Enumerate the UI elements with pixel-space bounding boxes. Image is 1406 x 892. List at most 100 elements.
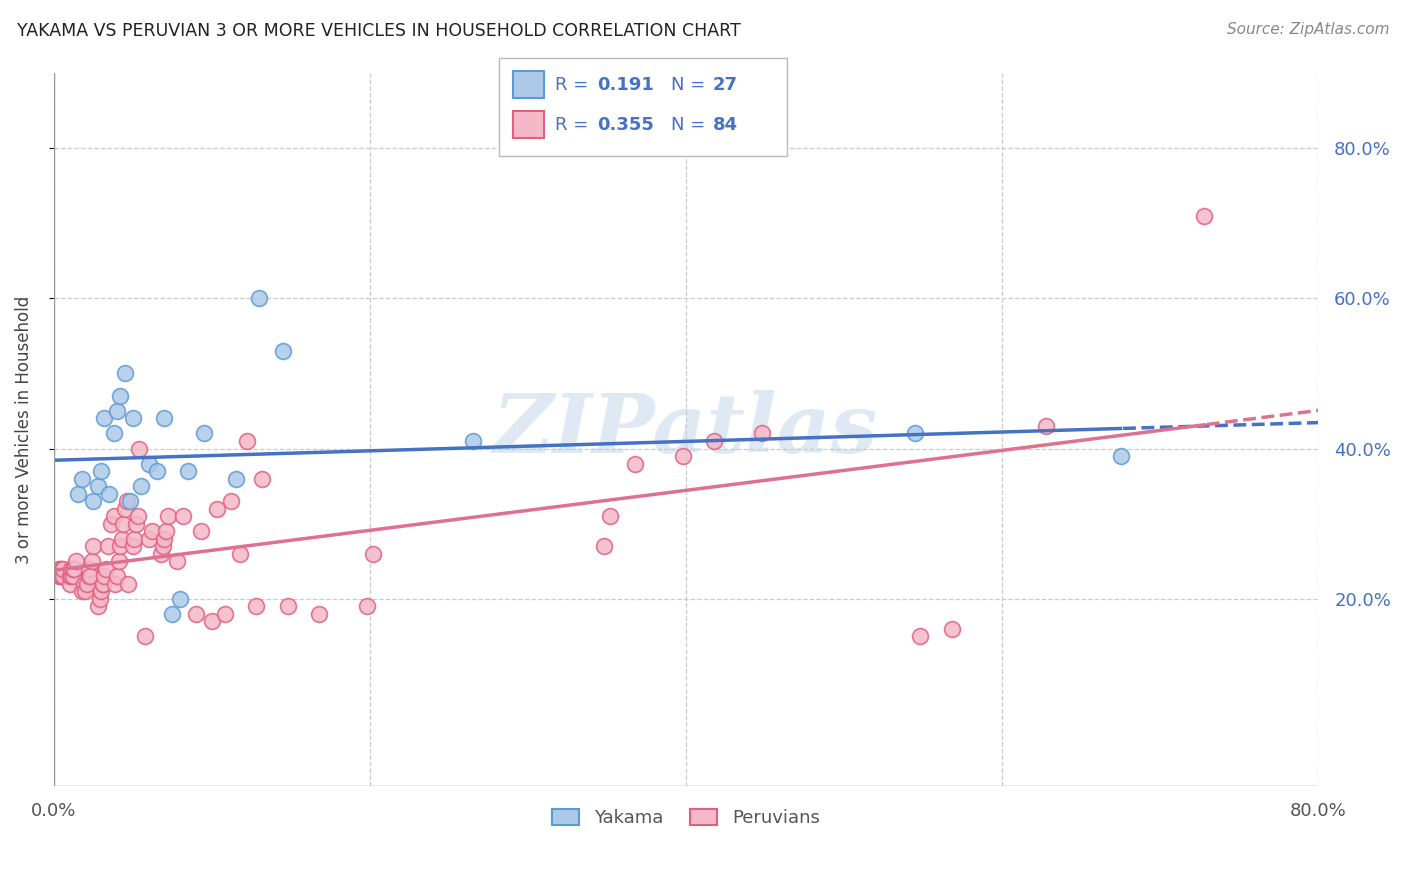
Point — [190, 524, 212, 538]
Point — [60, 569, 83, 583]
Point — [93, 569, 115, 583]
Point — [117, 576, 139, 591]
Point — [93, 411, 115, 425]
Point — [150, 547, 173, 561]
Point — [214, 607, 236, 621]
Point — [51, 562, 73, 576]
Point — [205, 501, 228, 516]
Point — [124, 532, 146, 546]
Point — [155, 524, 177, 538]
Point — [77, 562, 100, 576]
Point — [114, 501, 136, 516]
Point — [219, 494, 242, 508]
Point — [77, 569, 100, 583]
Point — [172, 509, 194, 524]
Point — [91, 576, 114, 591]
Point — [152, 539, 174, 553]
Point — [79, 569, 101, 583]
Point — [59, 569, 82, 583]
Point — [141, 524, 163, 538]
Text: N =: N = — [671, 116, 710, 134]
Point — [73, 576, 96, 591]
Point — [1035, 419, 1057, 434]
Point — [592, 539, 614, 553]
Point — [156, 509, 179, 524]
Point — [229, 547, 252, 561]
Point — [111, 532, 134, 546]
Point — [104, 576, 127, 591]
Point — [121, 539, 143, 553]
Point — [153, 411, 176, 425]
Text: Source: ZipAtlas.com: Source: ZipAtlas.com — [1226, 22, 1389, 37]
Point — [94, 562, 117, 576]
Y-axis label: 3 or more Vehicles in Household: 3 or more Vehicles in Household — [15, 295, 32, 564]
Point — [80, 554, 103, 568]
Point — [97, 539, 120, 553]
Point — [82, 539, 104, 553]
Point — [115, 494, 138, 508]
Point — [105, 569, 128, 583]
Point — [90, 464, 112, 478]
Point — [904, 426, 927, 441]
Point — [75, 584, 97, 599]
Text: ZIPatlas: ZIPatlas — [494, 390, 879, 470]
Point — [65, 554, 87, 568]
Point — [1194, 209, 1216, 223]
Point — [48, 562, 70, 576]
Point — [51, 569, 73, 583]
Point — [169, 591, 191, 606]
Point — [134, 629, 156, 643]
Point — [118, 494, 141, 508]
Point — [235, 434, 257, 448]
Point — [751, 426, 773, 441]
Point — [201, 614, 224, 628]
Point — [184, 607, 207, 621]
Point — [87, 599, 110, 614]
Text: 0.191: 0.191 — [598, 76, 654, 94]
Point — [599, 509, 621, 524]
Point — [62, 569, 84, 583]
Point — [91, 576, 114, 591]
Point — [166, 554, 188, 568]
Point — [361, 547, 384, 561]
Point — [59, 576, 82, 591]
Point — [72, 584, 94, 599]
Point — [108, 539, 131, 553]
Point — [51, 569, 73, 583]
Point — [103, 509, 125, 524]
Point — [112, 516, 135, 531]
Point — [252, 471, 274, 485]
Point — [461, 434, 484, 448]
Point — [121, 411, 143, 425]
Text: 0.355: 0.355 — [598, 116, 654, 134]
Point — [177, 464, 200, 478]
Point — [107, 554, 129, 568]
Point — [128, 442, 150, 456]
Point — [100, 516, 122, 531]
Point — [76, 576, 98, 591]
Point — [48, 569, 70, 583]
Point — [62, 562, 84, 576]
Point — [87, 479, 110, 493]
Point — [624, 457, 647, 471]
Text: R =: R = — [555, 116, 595, 134]
Point — [108, 389, 131, 403]
Point — [82, 494, 104, 508]
Point — [277, 599, 299, 614]
Point — [138, 457, 160, 471]
Point — [52, 562, 75, 576]
Point — [60, 562, 83, 576]
Point — [672, 449, 695, 463]
Point — [105, 404, 128, 418]
Text: R =: R = — [555, 76, 595, 94]
Point — [138, 532, 160, 546]
Point — [245, 599, 267, 614]
Point — [66, 486, 89, 500]
Point — [162, 607, 184, 621]
Point — [90, 584, 112, 599]
Point — [125, 516, 148, 531]
Point — [356, 599, 378, 614]
Point — [703, 434, 725, 448]
Point — [114, 367, 136, 381]
Point — [127, 509, 149, 524]
